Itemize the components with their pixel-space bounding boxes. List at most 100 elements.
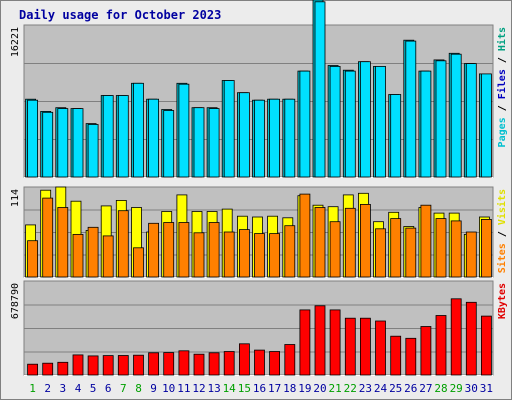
day-label-14: 14 <box>223 382 237 395</box>
bar-sites-day-26 <box>405 227 417 278</box>
legend-entry-sites: Sites <box>496 243 508 273</box>
legend-separator: / <box>497 225 508 243</box>
bar-kbytes-day-18 <box>284 344 296 376</box>
bar-files-day-10 <box>163 110 175 178</box>
bar-sites-day-8 <box>133 247 144 278</box>
day-label-22: 22 <box>344 382 357 395</box>
bar-files-day-27 <box>420 70 432 178</box>
bar-sites-day-29 <box>450 220 462 278</box>
day-label-25: 25 <box>389 382 402 395</box>
bar-sites-day-25 <box>390 218 402 278</box>
panel-middle: 114 Sites / Visits <box>10 186 508 278</box>
legend-entry-files: Files <box>496 69 508 99</box>
bar-files-day-20 <box>314 1 326 178</box>
bar-files-day-13 <box>208 108 220 178</box>
bar-sites-day-3 <box>57 207 69 278</box>
bar-sites-day-13 <box>208 222 220 278</box>
bar-kbytes-day-1 <box>27 363 39 376</box>
day-label-15: 15 <box>238 382 251 395</box>
bar-sites-day-14 <box>223 231 235 278</box>
bar-files-day-30 <box>465 63 477 178</box>
day-label-19: 19 <box>298 382 311 395</box>
bar-files-day-1 <box>27 99 39 178</box>
bar-sites-day-18 <box>284 225 296 278</box>
bar-kbytes-day-7 <box>117 355 129 376</box>
bar-sites-day-16 <box>254 233 265 278</box>
day-label-12: 12 <box>192 382 205 395</box>
bar-files-day-28 <box>435 60 447 178</box>
panel-bottom: 678790 KBytes <box>10 280 508 376</box>
bar-sites-day-7 <box>117 210 129 278</box>
bar-sites-day-20 <box>314 207 326 278</box>
bar-sites-day-9 <box>148 222 160 278</box>
bar-files-day-7 <box>117 95 129 178</box>
bar-files-day-16 <box>254 99 265 178</box>
bar-kbytes-day-19 <box>299 309 311 376</box>
bar-sites-day-28 <box>435 218 447 278</box>
bar-sites-day-10 <box>163 222 175 278</box>
bar-files-day-2 <box>42 111 54 178</box>
day-label-30: 30 <box>465 382 478 395</box>
legend-entry-hits: Hits <box>496 27 508 51</box>
bar-kbytes-day-10 <box>163 352 175 376</box>
day-label-28: 28 <box>434 382 447 395</box>
bar-sites-day-2 <box>42 197 54 278</box>
bar-files-day-19 <box>299 70 311 178</box>
bar-sites-day-27 <box>420 204 432 278</box>
bar-kbytes-day-14 <box>223 351 235 376</box>
day-label-4: 4 <box>75 382 82 395</box>
day-label-17: 17 <box>268 382 281 395</box>
day-label-1: 1 <box>29 382 36 395</box>
bar-kbytes-day-26 <box>405 337 417 376</box>
panel-legend: Sites / Visits <box>496 189 508 273</box>
panel-top: 16221 Pages / Files / Hits <box>10 0 508 178</box>
legend-separator: / <box>497 51 508 69</box>
bar-sites-day-19 <box>299 193 311 278</box>
day-label-2: 2 <box>44 382 51 395</box>
bar-files-day-12 <box>193 107 205 178</box>
bar-files-day-8 <box>133 82 144 178</box>
bar-kbytes-day-29 <box>450 298 462 376</box>
bar-files-day-18 <box>284 98 296 178</box>
bar-sites-day-6 <box>102 235 114 278</box>
day-label-6: 6 <box>105 382 112 395</box>
bar-files-day-24 <box>375 66 386 178</box>
bar-kbytes-day-9 <box>148 352 160 376</box>
day-label-9: 9 <box>150 382 157 395</box>
day-label-23: 23 <box>359 382 372 395</box>
bar-files-day-6 <box>102 95 114 178</box>
day-label-20: 20 <box>313 382 326 395</box>
panel-max-label: 678790 <box>10 283 21 319</box>
day-label-29: 29 <box>450 382 463 395</box>
bar-kbytes-day-2 <box>42 362 54 376</box>
bar-kbytes-day-3 <box>57 361 69 376</box>
day-label-21: 21 <box>328 382 341 395</box>
bar-kbytes-day-24 <box>375 320 386 376</box>
x-axis-day-labels: 1 2 3 4 5 6 7 8 9 10 11 12 13 14 15 16 17 18 19 20 21 22 23 24 2… <box>29 382 493 395</box>
bar-files-day-15 <box>238 92 250 178</box>
bar-files-day-17 <box>269 98 281 178</box>
bar-kbytes-day-20 <box>314 305 326 376</box>
bar-sites-day-11 <box>178 222 190 278</box>
bar-kbytes-day-23 <box>359 317 371 376</box>
day-label-18: 18 <box>283 382 296 395</box>
bar-sites-day-1 <box>27 240 39 278</box>
panel-max-label: 114 <box>10 189 21 207</box>
bar-kbytes-day-27 <box>420 326 432 376</box>
day-label-26: 26 <box>404 382 417 395</box>
bar-kbytes-day-12 <box>193 353 205 376</box>
bar-files-day-23 <box>359 61 371 178</box>
bar-sites-day-5 <box>87 226 99 278</box>
bar-kbytes-day-8 <box>133 354 144 376</box>
bar-sites-day-22 <box>344 207 356 278</box>
day-label-16: 16 <box>253 382 266 395</box>
day-label-11: 11 <box>177 382 190 395</box>
bar-kbytes-day-16 <box>254 349 265 376</box>
day-label-5: 5 <box>90 382 97 395</box>
bar-sites-day-15 <box>238 229 250 278</box>
day-label-7: 7 <box>120 382 127 395</box>
bar-kbytes-day-4 <box>72 354 84 376</box>
bar-kbytes-day-17 <box>269 351 281 376</box>
bar-sites-day-30 <box>465 231 477 278</box>
